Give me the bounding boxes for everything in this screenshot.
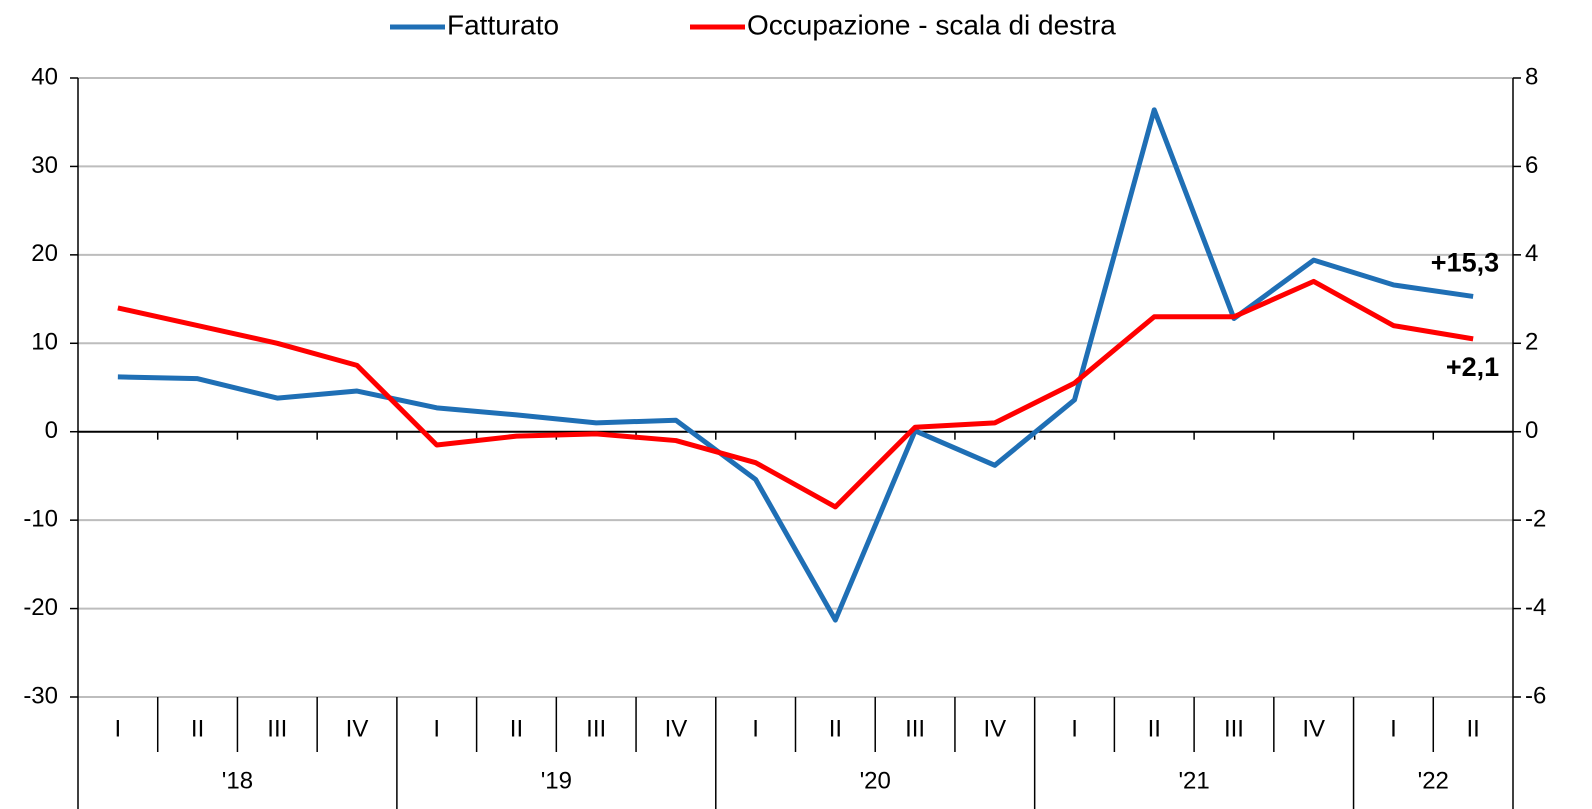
value-label: +15,3 — [1431, 248, 1499, 278]
x-group-label: '18 — [222, 767, 253, 794]
x-tick-label: I — [433, 715, 440, 742]
x-tick-label: IV — [983, 715, 1006, 742]
x-tick-label: II — [1466, 715, 1479, 742]
y-tick-label: -20 — [23, 594, 58, 621]
y-tick-label: 30 — [31, 152, 58, 179]
x-tick-label: I — [115, 715, 122, 742]
x-tick-label: IV — [346, 715, 369, 742]
y-tick-label: 40 — [31, 63, 58, 90]
x-tick-label: II — [510, 715, 523, 742]
y2-tick-label: -6 — [1525, 682, 1546, 709]
y2-tick-label: -4 — [1525, 594, 1546, 621]
y2-tick-label: -2 — [1525, 505, 1546, 532]
x-tick-label: I — [752, 715, 759, 742]
x-tick-label: I — [1071, 715, 1078, 742]
y-tick-label: -30 — [23, 682, 58, 709]
y-tick-label: 20 — [31, 240, 58, 267]
x-tick-label: III — [1224, 715, 1244, 742]
x-tick-label: III — [586, 715, 606, 742]
y-tick-label: 0 — [45, 417, 58, 444]
x-tick-label: II — [829, 715, 842, 742]
x-tick-label: IV — [665, 715, 688, 742]
y2-tick-label: 6 — [1525, 152, 1538, 179]
legend-label: Occupazione - scala di destra — [747, 9, 1116, 40]
x-tick-label: III — [905, 715, 925, 742]
x-group-label: '19 — [541, 767, 572, 794]
legend-label: Fatturato — [447, 9, 559, 40]
x-tick-label: II — [1148, 715, 1161, 742]
value-label: +2,1 — [1446, 352, 1499, 382]
series-line — [117, 107, 1474, 623]
x-group-label: '21 — [1178, 767, 1209, 794]
y2-tick-label: 8 — [1525, 63, 1538, 90]
x-group-label: '20 — [860, 767, 891, 794]
y2-tick-label: 0 — [1525, 417, 1538, 444]
y-tick-label: -10 — [23, 505, 58, 532]
x-tick-label: IV — [1302, 715, 1325, 742]
y2-tick-label: 2 — [1525, 329, 1538, 356]
y2-tick-label: 4 — [1525, 240, 1538, 267]
x-tick-label: III — [267, 715, 287, 742]
x-group-label: '22 — [1418, 767, 1449, 794]
x-tick-label: II — [191, 715, 204, 742]
x-tick-label: I — [1390, 715, 1397, 742]
series-line — [117, 278, 1474, 510]
y-tick-label: 10 — [31, 329, 58, 356]
